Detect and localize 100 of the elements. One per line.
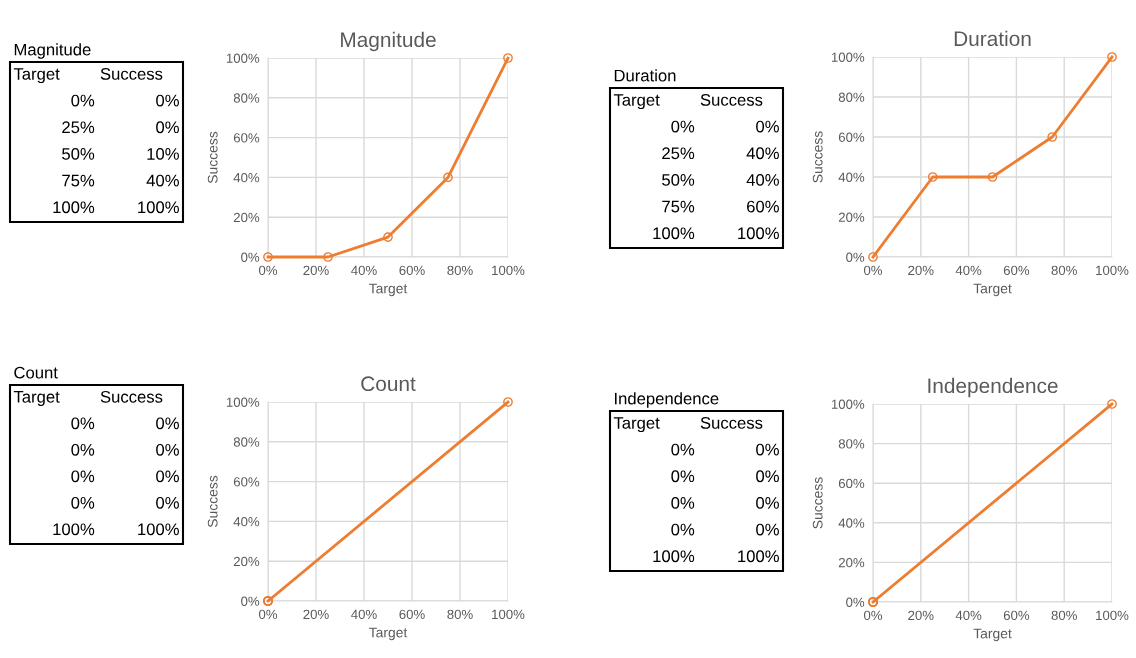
x-tick-label: 80% [447,609,473,620]
text: 100% [738,227,779,240]
x-tick-label: 60% [1003,265,1030,276]
y-tick-label: 80% [233,93,260,103]
x-tick-label: 80% [1051,610,1077,621]
text: 100% [53,523,95,536]
text: 0% [671,497,695,509]
point [443,172,453,183]
text: Success [100,68,163,80]
point [868,252,878,262]
x-axis-title: Target [369,627,408,641]
x-tick-label: 100% [1096,265,1129,276]
x-tick-label: 0% [258,265,278,276]
y-tick-label: 20% [838,557,865,568]
text: 40% [746,174,779,186]
x-axis-title: Target [973,283,1012,297]
text: 0% [156,417,179,430]
text: 75% [662,200,695,213]
text: 50% [62,148,95,160]
text: 40% [146,174,179,187]
text: 0% [71,443,95,456]
y-tick-label: 80% [838,92,865,102]
y-tick-label: 0% [846,252,865,262]
text: 0% [156,443,179,456]
y-tick-label: 60% [838,132,865,142]
point [927,172,938,182]
text: 60% [747,200,779,213]
point [503,53,513,63]
y-tick-label: 100% [831,52,865,62]
y-tick-label: 80% [838,439,865,449]
y-tick-label: 100% [226,397,260,407]
text: 0% [156,496,179,509]
y-tick-label: 0% [846,597,865,607]
point [987,172,998,182]
text: 0% [156,121,179,134]
y-tick-label: 60% [233,133,260,143]
y-axis-title: Success [812,131,823,183]
x-tick-label: 100% [1096,610,1129,621]
x-axis-title: Target [369,283,408,297]
text: 0% [671,470,695,483]
y-tick-label: 100% [226,53,260,63]
x-tick-label: 40% [351,265,377,276]
text: 75% [62,174,95,187]
y-axis-title: Success [207,475,218,528]
point [323,252,333,262]
text: 0% [756,470,779,483]
text: Target [13,391,60,407]
text: 100% [138,201,179,214]
point [263,252,273,262]
text: Target [613,94,660,110]
text: 0% [756,443,779,456]
line-series [868,52,1117,262]
y-tick-label: 80% [233,437,260,447]
x-tick-label: 100% [492,265,525,276]
chart-title: Magnitude [341,31,436,52]
x-tick-label: 20% [908,610,934,621]
x-tick-label: 60% [1003,610,1030,621]
x-tick-label: 0% [863,265,883,276]
point [1047,132,1058,142]
x-tick-label: 40% [955,610,982,621]
x-tick-label: 0% [258,609,278,620]
y-tick-label: 20% [838,212,865,222]
x-tick-label: 60% [399,609,425,620]
y-tick-label: 100% [831,399,865,409]
text: 0% [156,470,179,483]
text: Count [14,366,58,379]
text: 0% [71,94,95,107]
y-tick-label: 20% [233,556,260,567]
y-tick-label: 40% [838,518,865,528]
text: 100% [138,523,179,536]
text: Success [700,417,763,429]
text: 25% [62,121,95,134]
text: Success [700,94,763,106]
text: 100% [53,201,95,214]
text: Target [613,417,660,433]
point [1107,52,1117,62]
text: 0% [671,120,695,133]
chart-title: Independence [928,377,1058,398]
x-tick-label: 100% [492,609,525,620]
y-tick-label: 20% [233,212,260,223]
text: Independence [615,392,719,408]
text: Duration [614,69,676,82]
text: 10% [147,148,179,160]
x-tick-label: 40% [955,265,982,276]
y-tick-label: 40% [233,172,260,183]
x-tick-label: 80% [1051,265,1077,276]
text: 0% [71,470,95,483]
y-tick-label: 40% [838,172,865,182]
text: 100% [738,550,779,563]
text: Magnitude [14,43,91,59]
text: 25% [662,147,695,160]
text: 0% [71,496,95,509]
y-tick-label: 0% [241,252,260,262]
text: 0% [756,523,779,536]
y-tick-label: 0% [241,596,260,606]
x-tick-label: 0% [863,610,883,621]
x-tick-label: 20% [303,609,329,620]
y-tick-label: 60% [233,477,260,487]
x-tick-label: 80% [447,265,473,276]
y-axis-title: Success [812,477,823,529]
